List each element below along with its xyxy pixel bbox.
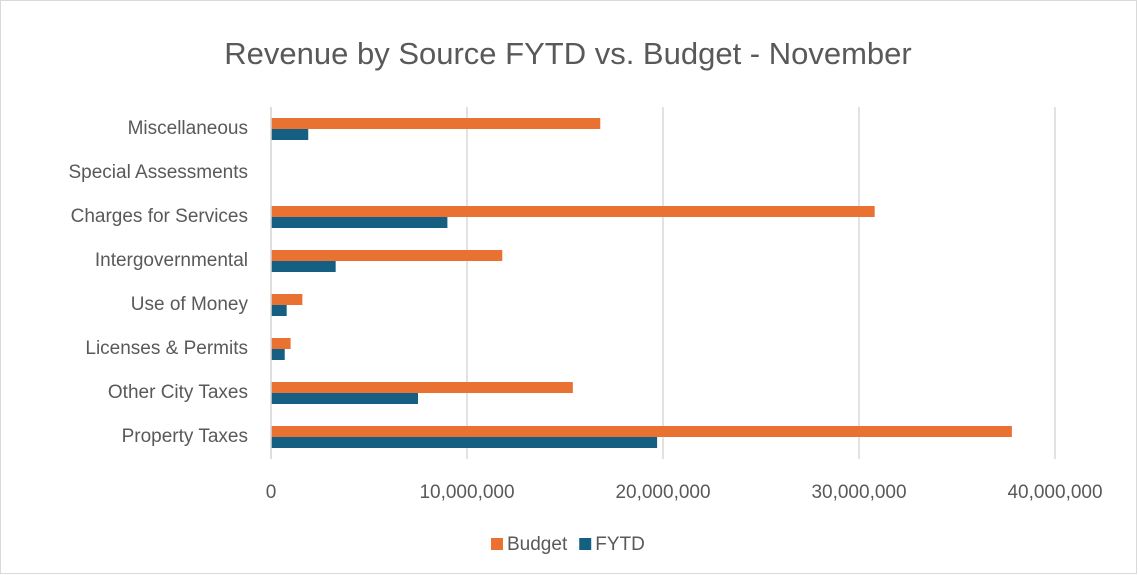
bar bbox=[271, 261, 336, 272]
legend-swatch bbox=[491, 538, 503, 550]
x-tick-label: 10,000,000 bbox=[419, 482, 514, 503]
bar bbox=[271, 426, 1012, 437]
y-tick-label: Property Taxes bbox=[122, 426, 248, 447]
x-tick-label: 40,000,000 bbox=[1007, 482, 1102, 503]
bar bbox=[271, 338, 291, 349]
y-tick-label: Miscellaneous bbox=[128, 118, 248, 139]
bar bbox=[271, 129, 309, 140]
y-tick-label: Licenses & Permits bbox=[85, 338, 248, 359]
x-tick-label: 20,000,000 bbox=[615, 482, 710, 503]
y-tick-label: Intergovernmental bbox=[95, 250, 248, 271]
y-tick-label: Charges for Services bbox=[71, 206, 248, 227]
bar bbox=[271, 305, 287, 316]
bar bbox=[271, 393, 418, 404]
bar bbox=[271, 437, 658, 448]
x-tick-label: 30,000,000 bbox=[811, 482, 906, 503]
chart-title: Revenue by Source FYTD vs. Budget - Nove… bbox=[224, 36, 911, 71]
legend-label: Budget bbox=[507, 534, 568, 555]
y-tick-label: Use of Money bbox=[131, 294, 249, 315]
legend-label: FYTD bbox=[595, 534, 645, 555]
bar bbox=[271, 118, 601, 129]
bar bbox=[271, 206, 875, 217]
bar bbox=[271, 382, 573, 393]
bar bbox=[271, 250, 503, 261]
bar bbox=[271, 217, 448, 228]
y-tick-label: Other City Taxes bbox=[108, 382, 248, 403]
legend-swatch bbox=[579, 538, 592, 550]
x-tick-label: 0 bbox=[266, 482, 277, 503]
bar bbox=[271, 349, 285, 360]
bar bbox=[271, 294, 303, 305]
y-tick-label: Special Assessments bbox=[68, 162, 248, 183]
